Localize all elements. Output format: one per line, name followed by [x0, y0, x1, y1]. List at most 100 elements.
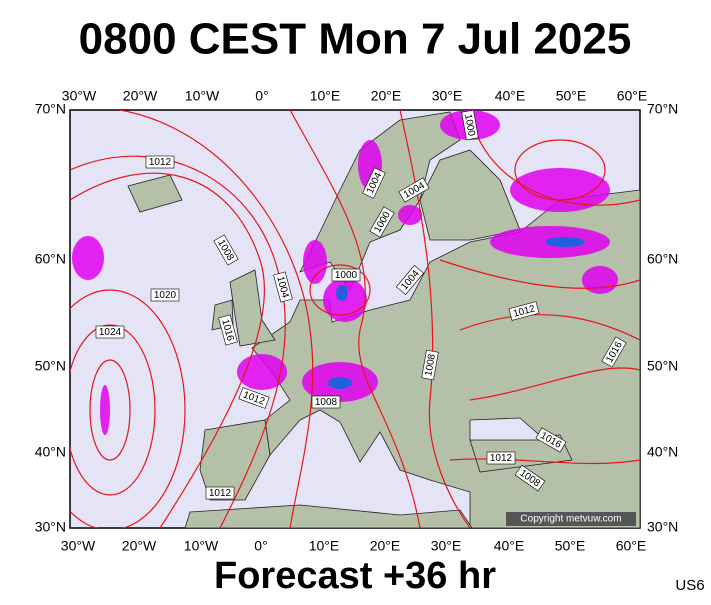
isobar-label-text: 1000 — [462, 113, 477, 137]
lat-label: 30°N — [35, 519, 66, 535]
rain-area — [510, 168, 610, 212]
isobar — [70, 324, 156, 496]
copyright: Copyright metvuw.com — [520, 514, 621, 525]
chart-code: US6 — [675, 577, 704, 594]
axes: 30°W 30°W 20°W 20°W 10°W 10°W 0° 0° 10°E 10°E 20°E… — [35, 88, 679, 554]
isobar-label-box — [514, 464, 546, 492]
rain-area — [237, 354, 287, 390]
rain-area — [303, 240, 327, 284]
isobar-label-box — [369, 206, 395, 238]
rain-area — [323, 278, 367, 322]
isobar-label-text: 1012 — [209, 488, 232, 499]
isobar-label-box — [398, 177, 430, 203]
isobar — [439, 259, 640, 289]
isobar — [289, 110, 421, 528]
lon-label: 60°E — [617, 88, 648, 104]
isobar-label-box — [145, 155, 175, 169]
isobar-label-box — [331, 268, 361, 282]
forecast-label: Forecast +36 hr — [214, 555, 496, 597]
isobar-label: 1000 — [461, 109, 479, 141]
isobar-label-box — [461, 109, 479, 141]
isobar-label-box — [395, 264, 425, 296]
isobar-label: 1000 — [331, 268, 361, 282]
isobar-label: 1024 — [95, 325, 125, 339]
copyright-box — [506, 512, 636, 526]
isobar — [119, 110, 314, 528]
lat-label: 50°N — [35, 358, 66, 374]
rain-area — [72, 236, 104, 280]
lon-label: 10°W — [185, 88, 220, 104]
isobar-label-box — [601, 336, 627, 368]
isobar-label-text: 1020 — [154, 290, 177, 301]
isobar-label-box — [535, 427, 567, 453]
isobar-label-box — [213, 234, 239, 266]
land — [127, 174, 183, 213]
isobar-label-text: 1008 — [315, 397, 338, 408]
isobar — [449, 458, 640, 465]
lon-label: 20°W — [122, 538, 157, 554]
isobar — [89, 359, 131, 461]
lon-label: 0° — [254, 538, 267, 554]
land — [229, 269, 276, 347]
isobar-label: 1008 — [421, 349, 439, 381]
heavy-rain — [336, 285, 348, 301]
isobar-label-text: 1024 — [99, 327, 122, 338]
isobar-label: 1016 — [218, 314, 238, 346]
isobar-label: 1012 — [205, 486, 235, 500]
lat-label: 70°N — [35, 101, 66, 117]
lat-label: 30°N — [647, 519, 678, 535]
isobar-label-box — [362, 167, 386, 199]
heavy-rain — [328, 377, 352, 389]
isobar-label: 1012 — [486, 451, 516, 465]
lat-label: 60°N — [647, 251, 678, 267]
isobar-label: 1012 — [145, 155, 175, 169]
lon-label: 10°E — [310, 88, 341, 104]
heavy-rain — [545, 237, 585, 247]
isobar-label-box — [311, 395, 341, 409]
lon-label: 0° — [255, 88, 268, 104]
isobar — [469, 367, 640, 401]
isobar — [459, 314, 640, 341]
land — [184, 504, 473, 528]
lon-label: 40°E — [495, 88, 526, 104]
lon-label: 30°E — [431, 538, 462, 554]
isobar-label-box — [421, 349, 439, 381]
lat-label: 40°N — [35, 444, 66, 460]
lon-label: 20°W — [123, 88, 158, 104]
isobar-label: 1012 — [508, 301, 540, 321]
isobar-label-box — [205, 486, 235, 500]
lon-label: 10°W — [184, 538, 219, 554]
isobar — [309, 264, 371, 316]
rain-area — [100, 385, 110, 435]
isobar-label-box — [508, 301, 540, 321]
lat-label: 60°N — [35, 251, 66, 267]
isobar-label: 1008 — [311, 395, 341, 409]
isobar-label: 1004 — [273, 271, 293, 303]
isobar-label-text: 1012 — [490, 453, 513, 464]
lon-label: 30°W — [61, 538, 96, 554]
isobar-label-box — [238, 387, 270, 409]
isobar-label-box — [150, 288, 180, 302]
isobar-label: 1020 — [150, 288, 180, 302]
isobar — [70, 172, 265, 528]
isobar-label-text: 1008 — [423, 353, 438, 377]
lon-label: 60°E — [616, 538, 647, 554]
isobar — [70, 289, 186, 528]
lon-label: 30°E — [432, 88, 463, 104]
isobar-label-text: 1000 — [335, 270, 358, 281]
lat-label: 50°N — [647, 358, 678, 374]
lon-label: 40°E — [494, 538, 525, 554]
isobar-label-box — [486, 451, 516, 465]
land — [419, 149, 521, 241]
isobar-label-box — [95, 325, 125, 339]
isobar — [514, 139, 606, 201]
lon-label: 50°E — [556, 88, 587, 104]
rain-area — [582, 266, 618, 294]
isobar-label-box — [218, 314, 238, 346]
map-body — [70, 110, 640, 528]
rain-area — [398, 205, 422, 225]
title: 0800 CEST Mon 7 Jul 2025 — [79, 15, 632, 64]
lon-label: 20°E — [371, 88, 402, 104]
